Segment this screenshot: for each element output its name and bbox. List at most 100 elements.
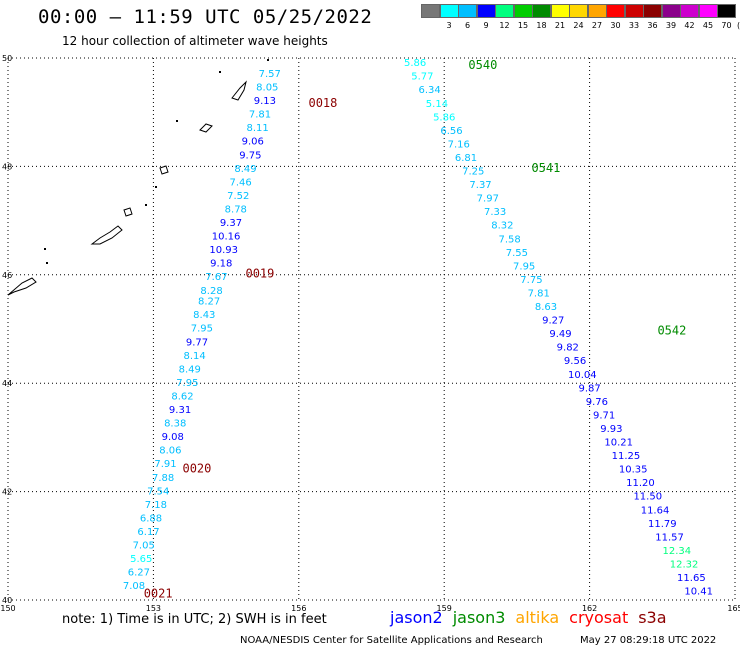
- legend-label: 12: [499, 21, 510, 30]
- lat-tick-label: 40: [2, 596, 12, 605]
- credit-line: NOAA/NESDIS Center for Satellite Applica…: [240, 635, 543, 646]
- swh-value: 10.21: [604, 438, 633, 449]
- legend-label: 6: [464, 21, 471, 30]
- swh-value: 10.35: [619, 465, 648, 476]
- swh-value: 7.95: [191, 324, 213, 335]
- lon-tick-label: 150: [0, 604, 15, 613]
- swh-value: 7.37: [469, 180, 491, 191]
- swh-value: 9.31: [169, 405, 191, 416]
- legend-label: 36: [647, 21, 658, 30]
- legend-label: 27: [591, 21, 603, 30]
- axis-tick-labels: 150 153 156 159 162 165 50 48 46 44 42 40: [0, 54, 740, 613]
- swh-value: 7.97: [477, 194, 499, 205]
- swh-value: 9.27: [542, 316, 564, 327]
- lon-tick-label: 156: [291, 604, 306, 613]
- swh-value: 6.81: [455, 153, 477, 164]
- satellite-altika: altika: [515, 608, 560, 627]
- satellite-jason2: jason2: [390, 608, 443, 627]
- swh-value: 9.87: [578, 383, 600, 394]
- swh-value: 6.56: [440, 126, 462, 137]
- units-note: note: 1) Time is in UTC; 2) SWH is in fe…: [62, 612, 327, 627]
- island-outline: [7, 277, 37, 296]
- lat-lon-grid: [7, 57, 736, 601]
- swh-value: 8.62: [171, 391, 193, 402]
- islet-dot: [176, 120, 178, 122]
- lon-tick-label: 165: [727, 604, 740, 613]
- swh-value: 9.56: [564, 356, 586, 367]
- map-title: 00:00 – 11:59 UTC 05/25/2022: [38, 6, 373, 28]
- swh-value: 5.77: [411, 72, 433, 83]
- swh-value: 8.63: [535, 302, 557, 313]
- swh-value: 8.28: [200, 286, 222, 297]
- islet-dot: [267, 59, 269, 61]
- swh-value: 8.27: [198, 297, 220, 308]
- islet-dot: [44, 248, 46, 250]
- altimeter-tracks: 7.57 8.05 9.13 7.81 8.11 9.06 9.75 8.49 7.46 7.52…: [123, 58, 713, 600]
- swh-value: 11.79: [648, 519, 677, 530]
- swh-value: 8.32: [491, 221, 513, 232]
- island-outline: [231, 80, 247, 101]
- swh-value: 7.91: [154, 459, 176, 470]
- legend-label: 3: [446, 21, 452, 30]
- island-outline: [199, 123, 213, 133]
- swh-value: 9.08: [162, 432, 184, 443]
- swh-value: 10.41: [684, 587, 713, 598]
- swh-value: 9.82: [557, 343, 579, 354]
- legend-label: 42: [684, 21, 695, 30]
- legend-label: 9: [483, 21, 489, 30]
- satellite-legend: jason2 jason3 altika cryosat s3a: [390, 608, 677, 627]
- swh-value: 6.88: [140, 513, 162, 524]
- swh-value: 10.04: [568, 370, 597, 381]
- swh-value: 11.50: [633, 492, 662, 503]
- legend-label: 33: [628, 21, 640, 30]
- swh-value: 8.78: [225, 204, 247, 215]
- legend-label: 45: [702, 21, 714, 30]
- legend-label: 18: [536, 21, 547, 30]
- legend-unit: (ft): [736, 21, 740, 30]
- swh-value: 7.18: [145, 500, 167, 511]
- track-time-label: 0021: [144, 586, 173, 600]
- swh-value: 12.32: [670, 559, 699, 570]
- swh-value: 7.33: [484, 207, 506, 218]
- lon-tick-label: 159: [437, 604, 452, 613]
- lat-tick-label: 48: [2, 162, 12, 171]
- swh-value: 7.05: [133, 541, 155, 552]
- swh-value: 6.27: [128, 568, 150, 579]
- swh-value: 9.77: [186, 337, 208, 348]
- legend-label: 24: [573, 21, 584, 30]
- track-time-label: 0018: [308, 96, 337, 110]
- legend-label: 21: [554, 21, 566, 30]
- swh-value: 5.65: [130, 554, 152, 565]
- swh-value: 9.93: [600, 424, 622, 435]
- swh-value: 5.86: [433, 112, 455, 123]
- swh-value: 7.46: [230, 177, 252, 188]
- swh-value: 6.34: [419, 85, 441, 96]
- swh-value: 9.18: [210, 259, 232, 270]
- swh-value: 7.57: [259, 69, 281, 80]
- track-time-label: 0540: [468, 58, 497, 72]
- swh-value: 7.58: [498, 234, 520, 245]
- island-outline: [159, 165, 169, 175]
- swh-value: 11.20: [626, 478, 655, 489]
- swh-value: 9.71: [593, 410, 615, 421]
- legend-label: 30: [610, 21, 621, 30]
- swh-value: 7.95: [513, 261, 535, 272]
- swh-value: 7.08: [123, 581, 145, 592]
- satellite-jason3: jason3: [452, 608, 506, 627]
- lat-tick-label: 46: [2, 271, 12, 280]
- lat-tick-label: 50: [2, 54, 12, 63]
- swh-value: 8.49: [179, 364, 201, 375]
- satellite-s3a: s3a: [638, 608, 667, 627]
- track-time-label: 0019: [245, 267, 274, 281]
- swh-value: 8.38: [164, 419, 186, 430]
- legend-label: 70: [721, 21, 732, 30]
- swh-value: 9.75: [239, 150, 261, 161]
- track-time-label: 0020: [182, 462, 211, 476]
- island-outline: [123, 207, 133, 217]
- satellite-cryosat: cryosat: [569, 608, 629, 627]
- swh-value: 9.06: [242, 137, 264, 148]
- lon-tick-label: 153: [146, 604, 161, 613]
- swh-value: 11.65: [677, 573, 706, 584]
- swh-value: 5.14: [426, 99, 448, 110]
- swh-value: 8.06: [159, 446, 181, 457]
